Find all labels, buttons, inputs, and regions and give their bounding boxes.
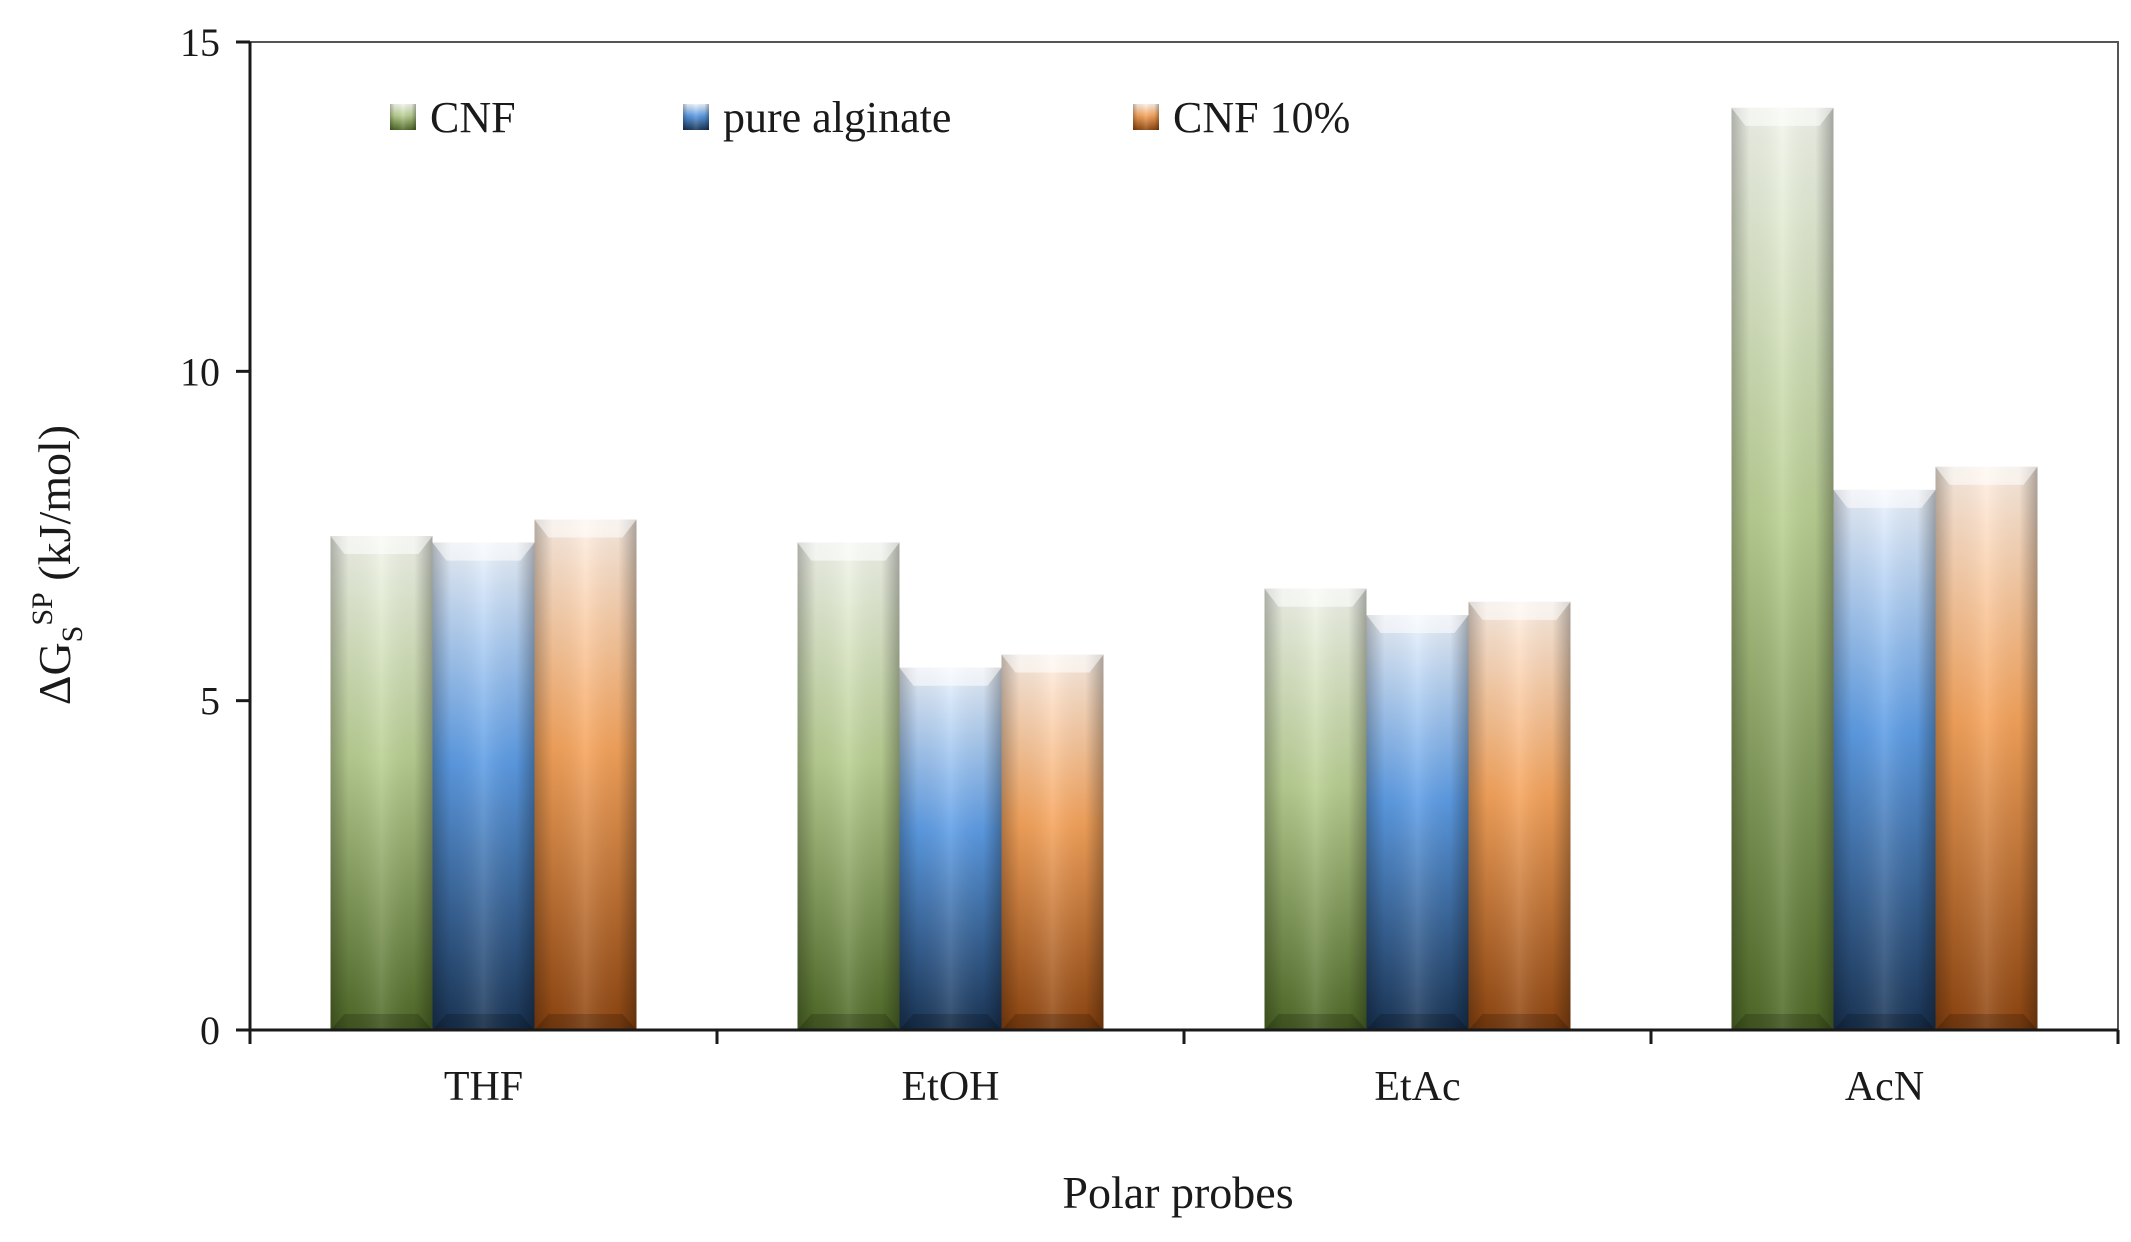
bar-bevel-top <box>1935 466 2038 485</box>
y-axis-title: ΔGSSP (kJ/mol) <box>26 425 89 705</box>
legend-swatch-shading <box>1133 104 1159 130</box>
y-tick-label: 10 <box>180 349 220 394</box>
legend-swatch-shading <box>390 104 416 130</box>
bar <box>1468 601 1571 1030</box>
bar <box>899 667 1002 1030</box>
bar-bevel-bottom <box>1264 1014 1367 1030</box>
legend-item: CNF <box>390 93 516 142</box>
bar <box>1731 107 1834 1030</box>
bar-shading <box>1731 107 1834 1030</box>
bar-shading <box>797 542 900 1030</box>
bar <box>432 542 535 1030</box>
legend: CNF pure alginate CNF 10% <box>390 93 1350 142</box>
y-axis-title-prefix: ΔG <box>29 642 80 705</box>
x-tick-label: EtOH <box>902 1064 1000 1110</box>
y-tick-label: 15 <box>180 20 220 65</box>
legend-item: pure alginate <box>683 93 951 142</box>
bar-bevel-bottom <box>1833 1014 1936 1030</box>
bar-bevel-bottom <box>1366 1014 1469 1030</box>
bar <box>330 536 433 1030</box>
bar-bevel-top <box>432 542 535 561</box>
bar-bevel-bottom <box>1731 1014 1834 1030</box>
bar-shading <box>899 667 1002 1030</box>
bar <box>1935 466 2038 1031</box>
legend-item: CNF 10% <box>1133 93 1350 142</box>
bar <box>1264 588 1367 1030</box>
bar-bevel-bottom <box>899 1014 1002 1030</box>
bar-shading <box>1935 466 2038 1031</box>
legend-label: pure alginate <box>723 93 951 142</box>
bar-bevel-top <box>534 519 637 538</box>
bar-bevel-top <box>1731 107 1834 126</box>
bar-bevel-bottom <box>1001 1014 1104 1030</box>
bar-bevel-top <box>797 542 900 561</box>
bar <box>1833 489 1936 1031</box>
bar-shading <box>534 519 637 1030</box>
x-tick-label: AcN <box>1845 1064 1924 1110</box>
bar-bevel-top <box>1468 601 1571 620</box>
y-tick-label: 5 <box>200 679 220 724</box>
y-axis-title-sub: S <box>56 626 89 643</box>
bar <box>797 542 900 1030</box>
bar <box>1366 615 1469 1030</box>
bar-bevel-top <box>1001 654 1104 673</box>
y-axis-title-unit: (kJ/mol) <box>29 425 80 592</box>
bar-bevel-top <box>899 667 1002 686</box>
bar <box>534 519 637 1030</box>
bar-bevel-bottom <box>534 1014 637 1030</box>
bar-bevel-bottom <box>1468 1014 1571 1030</box>
bar-shading <box>1264 588 1367 1030</box>
bar-bevel-bottom <box>432 1014 535 1030</box>
bar-bevel-top <box>330 536 433 554</box>
bar-bevel-top <box>1366 615 1469 634</box>
legend-label: CNF 10% <box>1173 93 1350 142</box>
bar <box>1001 654 1104 1030</box>
bar-shading <box>432 542 535 1030</box>
x-axis: THF EtOH EtAc AcN <box>248 1028 2120 1110</box>
y-axis-title-sup: SP <box>26 592 59 625</box>
x-tick-label: THF <box>444 1064 523 1110</box>
bar-bevel-top <box>1833 489 1936 508</box>
bar-shading <box>1366 615 1469 1030</box>
bar-shading <box>1833 489 1936 1031</box>
bar-shading <box>330 536 433 1030</box>
y-axis: 0 5 10 15 <box>180 20 252 1053</box>
bar-bevel-bottom <box>1935 1014 2038 1030</box>
bar-shading <box>1001 654 1104 1030</box>
bar-bevel-top <box>1264 588 1367 607</box>
bars-group <box>330 107 2038 1031</box>
legend-label: CNF <box>430 93 516 142</box>
bar-bevel-bottom <box>797 1014 900 1030</box>
y-tick-label: 0 <box>200 1008 220 1053</box>
x-tick-label: EtAc <box>1374 1064 1460 1110</box>
bar-shading <box>1468 601 1571 1030</box>
x-axis-title: Polar probes <box>1062 1167 1293 1218</box>
legend-swatch-shading <box>683 104 709 130</box>
bar-bevel-bottom <box>330 1014 433 1030</box>
